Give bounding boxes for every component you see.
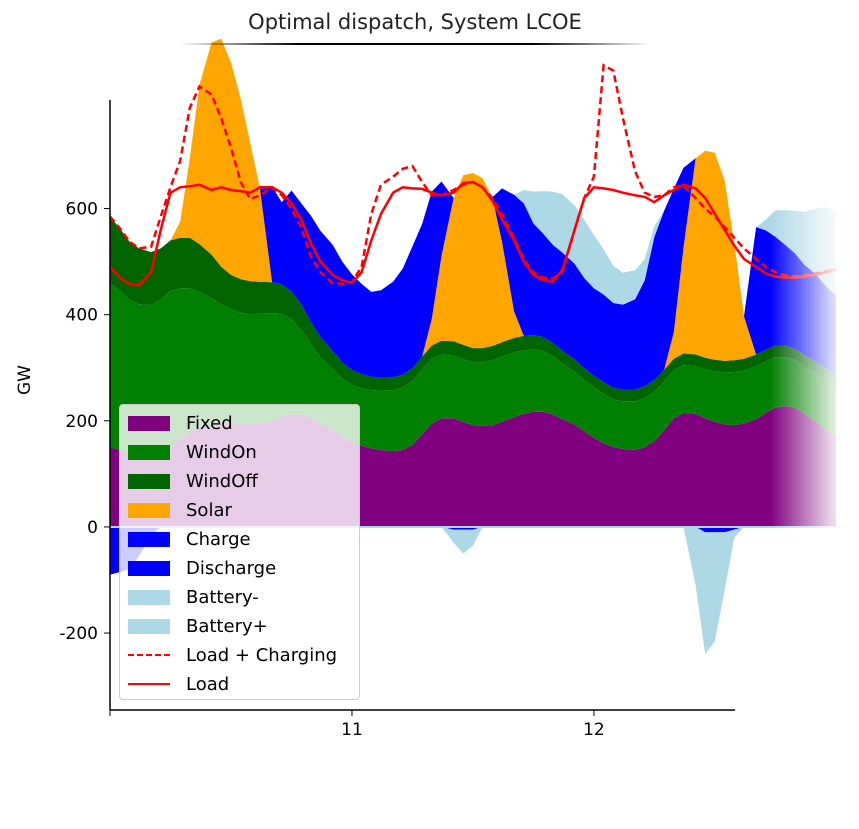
legend-swatch (128, 589, 170, 605)
legend-line-swatch (128, 654, 170, 656)
legend-item: Load (128, 673, 229, 695)
legend-swatch (128, 473, 170, 489)
legend-label: Load (186, 673, 230, 695)
legend-label: WindOff (186, 470, 258, 492)
legend-swatch (128, 502, 170, 518)
x-tick-label: 11 (341, 720, 363, 740)
legend-item: Load + Charging (128, 644, 337, 666)
y-tick-label: 0 (87, 518, 98, 538)
line-load (109, 180, 837, 287)
legend-label: Discharge (186, 557, 277, 579)
y-axis-label: GW (15, 365, 35, 395)
legend-item: Battery+ (128, 615, 268, 637)
y-tick-label: 200 (66, 412, 98, 432)
legend-swatch (128, 531, 170, 547)
y-tick-label: 400 (66, 306, 98, 326)
axes: -200 0 200 400 600 11 12 GW (15, 100, 735, 740)
area-discharge (110, 38, 836, 390)
legend-label: Load + Charging (186, 644, 338, 666)
y-tick-label: -200 (59, 624, 98, 644)
legend-item: Solar (128, 499, 232, 521)
legend-item: Discharge (128, 557, 276, 579)
legend-item: WindOff (128, 470, 258, 492)
area-solar (110, 38, 836, 390)
legend-item: WindOn (128, 441, 257, 463)
legend-label: WindOn (186, 441, 257, 463)
y-tick-label: 600 (66, 200, 98, 220)
legend-swatch (128, 444, 170, 460)
legend-line-swatch (128, 683, 170, 685)
legend-item: Fixed (128, 412, 233, 434)
legend-item: Battery- (128, 586, 259, 608)
title-underline (180, 43, 650, 45)
legend-label: Charge (186, 528, 251, 550)
legend-label: Fixed (186, 412, 233, 434)
legend-item: Charge (128, 528, 251, 550)
chart-legend: Fixed WindOn WindOff Solar Charge Discharge Ba… (119, 404, 360, 700)
legend-label: Battery- (186, 586, 259, 608)
legend-swatch (128, 415, 170, 431)
x-tick-label: 12 (583, 720, 605, 740)
legend-swatch (128, 560, 170, 576)
area-windoff (110, 216, 836, 402)
legend-swatch (128, 618, 170, 634)
legend-label: Solar (186, 499, 232, 521)
legend-label: Battery+ (186, 615, 268, 637)
chart-title: Optimal dispatch, System LCOE (248, 10, 582, 34)
load-lines (109, 63, 837, 287)
